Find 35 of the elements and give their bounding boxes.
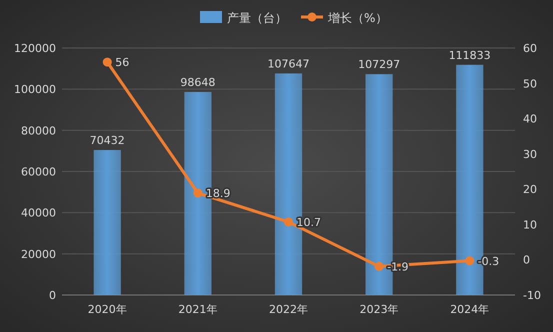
data-label: 111833 bbox=[448, 48, 491, 62]
legend-label: 产量（台） bbox=[227, 11, 287, 25]
point bbox=[102, 58, 112, 67]
y2-tick-label: 10 bbox=[523, 218, 537, 232]
point bbox=[374, 262, 384, 271]
x-tick-label: 2021年 bbox=[178, 303, 218, 316]
y2-tick-label: 40 bbox=[523, 112, 537, 126]
data-label: -1.9 bbox=[387, 260, 409, 274]
data-label: 98648 bbox=[180, 76, 216, 89]
y-tick-label: 60000 bbox=[21, 166, 56, 178]
point bbox=[465, 256, 474, 266]
x-tick-label: 2022年 bbox=[269, 303, 308, 316]
y-tick-label: 40000 bbox=[21, 206, 56, 220]
legend-label: 增长（%） bbox=[327, 11, 388, 25]
y2-tick-label: 30 bbox=[523, 148, 537, 161]
y2-tick-label: 20 bbox=[523, 183, 537, 196]
x-tick-label: 2020年 bbox=[88, 303, 127, 316]
y-tick-label: 100000 bbox=[14, 83, 56, 96]
data-label: 107647 bbox=[268, 57, 310, 70]
y2-tick-label: 60 bbox=[523, 42, 537, 55]
y-tick-label: 120000 bbox=[14, 42, 56, 55]
data-label: 107297 bbox=[358, 58, 400, 72]
y2-tick-label: 0 bbox=[523, 254, 530, 267]
y2-tick-label: 50 bbox=[523, 77, 537, 90]
data-label: 56 bbox=[115, 56, 130, 70]
point bbox=[193, 188, 202, 198]
x-tick-label: 2024年 bbox=[450, 303, 490, 316]
data-label: 70432 bbox=[90, 134, 125, 148]
point bbox=[284, 217, 293, 226]
y-tick-label: 0 bbox=[49, 289, 56, 302]
y-tick-label: 20000 bbox=[21, 248, 56, 261]
bar bbox=[94, 150, 121, 295]
y2-tick-label: -10 bbox=[523, 289, 541, 302]
y-tick-label: 80000 bbox=[21, 124, 56, 138]
x-tick-label: 2023年 bbox=[360, 303, 399, 316]
